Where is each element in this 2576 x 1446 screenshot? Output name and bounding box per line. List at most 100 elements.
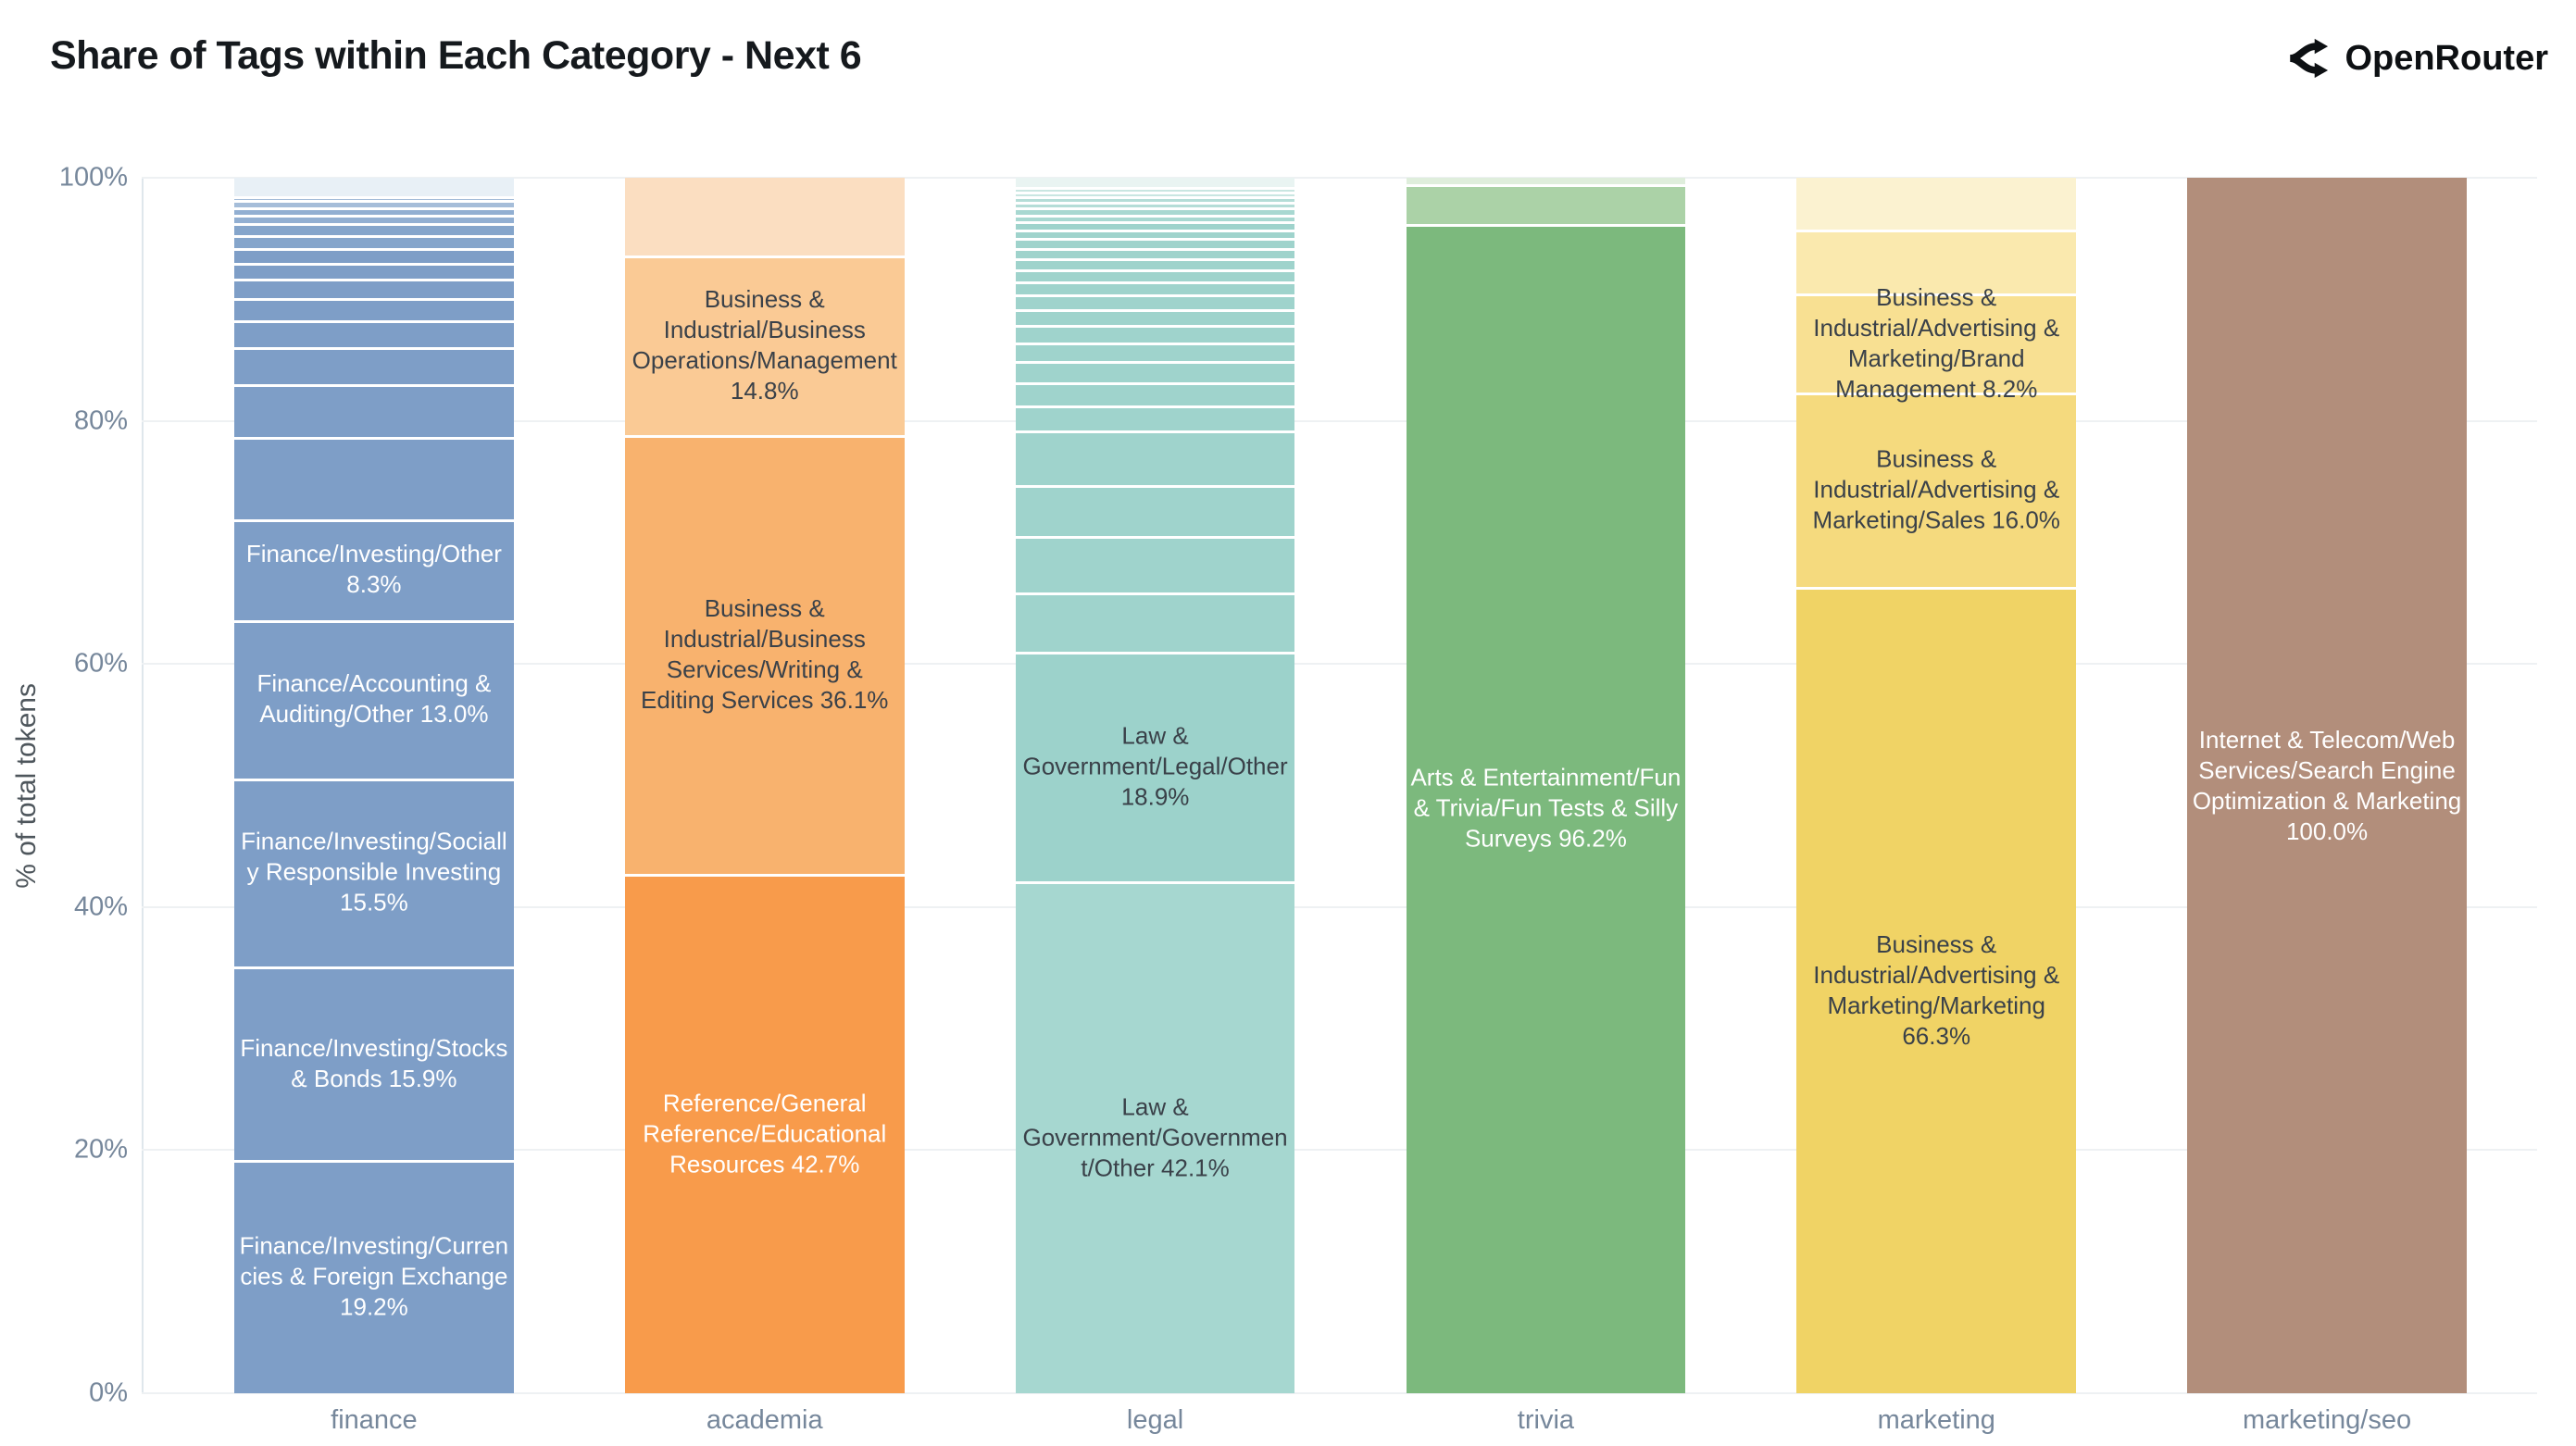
bar-segment-unlabeled[interactable]	[234, 178, 514, 196]
bar-segment[interactable]: Business & Industrial/Advertising & Mark…	[1796, 283, 2077, 403]
bar-segment-unlabeled[interactable]	[1015, 280, 1295, 295]
grid-layer	[142, 177, 2537, 1394]
y-tick-label: 20%	[73, 1134, 128, 1165]
gridline	[142, 1149, 2537, 1152]
bar-segment[interactable]: Business & Industrial/Advertising & Mark…	[1796, 587, 2077, 1393]
bar-segment[interactable]: Finance/Investing/Other 8.3%	[234, 518, 514, 620]
bar-segment-unlabeled[interactable]	[1015, 178, 1295, 187]
bar-segment-unlabeled[interactable]	[234, 384, 514, 437]
bar-segment-unlabeled[interactable]	[234, 234, 514, 249]
bar-segment-unlabeled[interactable]	[1015, 430, 1295, 486]
bar-segment[interactable]: Finance/Investing/Stocks & Bonds 15.9%	[234, 966, 514, 1160]
x-axis-labels: finance academia legal trivia marketing marke…	[179, 1405, 2522, 1436]
bar-segment-unlabeled[interactable]	[234, 319, 514, 347]
bar-segment-unlabeled[interactable]	[1015, 405, 1295, 431]
y-tick-label: 0%	[89, 1377, 128, 1408]
bar-segment-unlabeled[interactable]	[1015, 221, 1295, 230]
page-title: Share of Tags within Each Category - Nex…	[50, 33, 862, 78]
bar-segment-label: Finance/Investing/Stocks & Bonds 15.9%	[240, 1033, 508, 1092]
bar-segment-label: Reference/General Reference/Educational …	[643, 1089, 887, 1178]
gridline	[142, 1392, 2537, 1394]
x-axis-label-legal: legal	[1126, 1405, 1184, 1435]
bar-segment-unlabeled[interactable]	[1406, 183, 1686, 224]
gridline	[142, 663, 2537, 666]
plot-area: Finance/Investing/Currencies & Foreign E…	[179, 178, 2522, 1393]
bar-segment-label: Finance/Accounting & Auditing/Other 13.0…	[256, 669, 492, 729]
bar-segment-label: Internet & Telecom/Web Services/Search E…	[2192, 725, 2462, 845]
bar-slot-trivia: Arts & Entertainment/Fun & Trivia/Fun Te…	[1350, 178, 1741, 1393]
bar-segment-unlabeled[interactable]	[1015, 257, 1295, 269]
bar-segment-unlabeled[interactable]	[1015, 207, 1295, 215]
bar-segment-unlabeled[interactable]	[1015, 324, 1295, 343]
bar-segment-unlabeled[interactable]	[1015, 214, 1295, 222]
bar-segment[interactable]: Business & Industrial/Advertising & Mark…	[1796, 393, 2077, 588]
bar-slot-legal: Law & Government/Government/Other 42.1% L…	[960, 178, 1351, 1393]
x-axis-label-finance: finance	[331, 1405, 418, 1435]
stacked-bar-finance: Finance/Investing/Currencies & Foreign E…	[234, 178, 514, 1393]
bar-segment-unlabeled[interactable]	[234, 206, 514, 215]
bar-segment-unlabeled[interactable]	[234, 279, 514, 299]
bar-segment-unlabeled[interactable]	[1015, 308, 1295, 325]
bar-segment-unlabeled[interactable]	[1015, 201, 1295, 208]
stacked-bar-legal: Law & Government/Government/Other 42.1% L…	[1015, 178, 1295, 1393]
bar-segment-unlabeled[interactable]	[234, 222, 514, 235]
y-axis-ticks: 0% 20% 40% 60% 80% 100%	[0, 163, 128, 1408]
bar-segment-unlabeled[interactable]	[1796, 178, 2077, 231]
bar-segment-label: Business & Industrial/Advertising & Mark…	[1813, 282, 2060, 403]
bar-segment[interactable]: Internet & Telecom/Web Services/Search E…	[2187, 178, 2467, 1393]
bar-segment-label: Business & Industrial/Advertising & Mark…	[1812, 444, 2060, 534]
bar-slot-finance: Finance/Investing/Currencies & Foreign E…	[179, 178, 569, 1393]
bar-segment-unlabeled[interactable]	[1015, 342, 1295, 362]
bar-segment-unlabeled[interactable]	[234, 248, 514, 263]
y-tick-label: 80%	[73, 405, 128, 436]
bar-segment-unlabeled[interactable]	[234, 195, 514, 200]
bar-slot-marketing: Business & Industrial/Advertising & Mark…	[1741, 178, 2132, 1393]
gridline	[142, 419, 2537, 422]
openrouter-logo-icon	[2287, 37, 2330, 80]
bar-segment-label: Business & Industrial/Business Operation…	[631, 285, 897, 405]
bar-segment-label: Business & Industrial/Business Services/…	[641, 594, 889, 715]
bar-segment-unlabeled[interactable]	[1015, 294, 1295, 309]
bar-segment-unlabeled[interactable]	[234, 199, 514, 207]
y-tick-label: 40%	[73, 891, 128, 922]
bar-segment-unlabeled[interactable]	[1015, 191, 1295, 196]
bar-segment-unlabeled[interactable]	[1015, 592, 1295, 653]
bar-segment[interactable]: Finance/Investing/Socially Responsible I…	[234, 778, 514, 967]
bar-segment-unlabeled[interactable]	[1015, 485, 1295, 537]
bar-segment[interactable]: Business & Industrial/Business Operation…	[624, 256, 905, 436]
bar-segment-unlabeled[interactable]	[624, 178, 905, 256]
bar-segment-unlabeled[interactable]	[1015, 268, 1295, 281]
bar-segment-unlabeled[interactable]	[1015, 247, 1295, 258]
stacked-bar-academia: Reference/General Reference/Educational …	[624, 178, 905, 1393]
bar-segment[interactable]: Arts & Entertainment/Fun & Trivia/Fun Te…	[1406, 223, 1686, 1393]
bar-segment[interactable]: Law & Government/Government/Other 42.1%	[1015, 881, 1295, 1393]
y-axis-line	[142, 178, 144, 1394]
bar-segment-unlabeled[interactable]	[1015, 361, 1295, 382]
bar-segment-unlabeled[interactable]	[1015, 195, 1295, 202]
y-tick-label: 60%	[73, 648, 128, 679]
bar-segment-unlabeled[interactable]	[234, 436, 514, 519]
bar-segment-label: Finance/Investing/Socially Responsible I…	[241, 827, 507, 916]
bar-segment[interactable]: Finance/Accounting & Auditing/Other 13.0…	[234, 619, 514, 779]
bar-segment-unlabeled[interactable]	[1015, 186, 1295, 192]
bar-segment[interactable]: Reference/General Reference/Educational …	[624, 874, 905, 1393]
gridline	[142, 905, 2537, 908]
bar-segment-unlabeled[interactable]	[1015, 229, 1295, 239]
bar-segment[interactable]: Business & Industrial/Business Services/…	[624, 435, 905, 875]
bar-segment-unlabeled[interactable]	[1015, 238, 1295, 248]
bar-segment-unlabeled[interactable]	[234, 263, 514, 280]
x-axis-label-marketing-seo: marketing/seo	[2242, 1405, 2412, 1435]
bar-segment-unlabeled[interactable]	[234, 346, 514, 385]
bar-segment-unlabeled[interactable]	[1015, 381, 1295, 405]
openrouter-brand: OpenRouter	[2287, 37, 2548, 80]
bar-segment-unlabeled[interactable]	[1406, 178, 1686, 184]
bar-segment-unlabeled[interactable]	[234, 298, 514, 320]
bar-segment-unlabeled[interactable]	[1015, 536, 1295, 592]
bar-segment-unlabeled[interactable]	[234, 214, 514, 223]
stacked-bar-marketing-seo: Internet & Telecom/Web Services/Search E…	[2187, 178, 2467, 1393]
bar-segment-unlabeled[interactable]	[1796, 230, 2077, 293]
bar-segment[interactable]: Finance/Investing/Currencies & Foreign E…	[234, 1159, 514, 1393]
bar-segment[interactable]: Law & Government/Legal/Other 18.9%	[1015, 652, 1295, 882]
openrouter-brand-label: OpenRouter	[2345, 38, 2548, 78]
